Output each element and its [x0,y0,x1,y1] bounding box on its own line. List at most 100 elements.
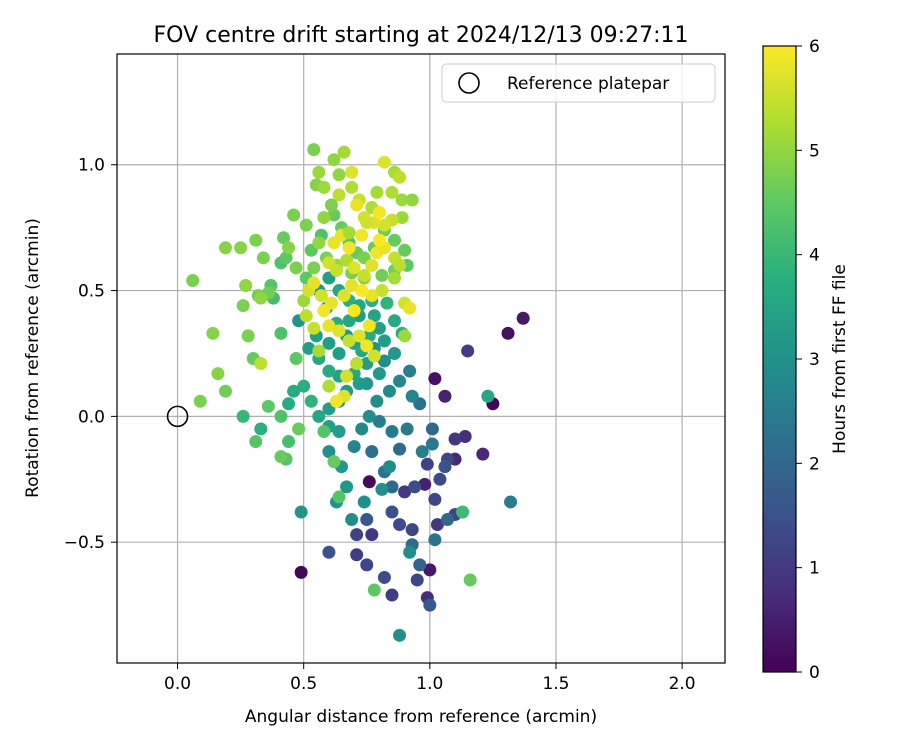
data-point [299,309,313,323]
data-point [327,236,341,250]
data-point [299,218,313,232]
x-tick-label: 0.0 [164,674,191,694]
data-point [423,563,437,577]
data-point [388,271,402,285]
colorbar-tick-label: 4 [809,246,820,266]
data-point [352,329,366,343]
data-point [377,218,391,232]
data-point [360,558,374,572]
data-point [458,430,472,444]
data-point [425,422,439,436]
data-point [357,495,371,509]
data-point [375,482,389,496]
data-point [420,457,434,471]
data-point [274,409,288,423]
data-point [287,384,301,398]
data-point [345,165,359,179]
data-point [370,394,384,408]
data-point [456,505,470,519]
data-point [398,485,412,499]
reference-marker [166,405,189,428]
data-point [307,276,321,290]
data-point [408,480,422,494]
data-point [350,548,364,562]
data-point [345,180,359,194]
x-axis-label: Angular distance from reference (arcmin) [245,707,597,727]
colorbar-gradient [762,45,797,673]
data-point [261,399,275,413]
data-point [302,341,316,355]
data-point [322,545,336,559]
data-point [385,480,399,494]
data-point [372,233,386,247]
data-point [322,364,336,378]
data-point [327,153,341,167]
x-tick-label: 2.0 [669,674,696,694]
data-point [463,573,477,587]
data-point [279,251,293,265]
data-point [393,258,407,272]
data-point [377,334,391,348]
data-point [375,268,389,282]
data-point [337,289,351,303]
colorbar-tick-label: 6 [809,37,820,57]
data-point [332,188,346,202]
data-point [289,261,303,275]
data-point [314,289,328,303]
data-point [282,435,296,449]
data-point [377,354,391,368]
data-point [362,319,376,333]
data-point [186,273,200,287]
chart-title: FOV centre drift starting at 2024/12/13 … [154,23,689,48]
data-point [287,208,301,222]
data-point [423,598,437,612]
y-tick-label: 1.0 [78,156,105,176]
data-point [292,422,306,436]
data-point [413,558,427,572]
data-point [428,372,442,386]
x-tick-label: 0.5 [290,674,317,694]
data-point [350,198,364,212]
y-axis-ticks: −0.5 0.0 0.5 1.0 [64,156,117,553]
data-point [218,384,232,398]
y-axis-label: Rotation from reference (arcmin) [23,218,43,498]
data-point [342,314,356,328]
data-point [428,533,442,547]
data-point [393,628,407,642]
data-point [342,226,356,240]
data-point [418,477,432,491]
data-point [274,450,288,464]
data-point [236,299,250,313]
data-point [410,573,424,587]
data-point [249,233,263,247]
data-point [282,241,296,255]
plot-frame [116,53,726,664]
data-point [297,294,311,308]
data-point [236,409,250,423]
data-point [405,193,419,207]
data-point [377,155,391,169]
data-point [403,301,417,315]
data-point [218,241,232,255]
data-point [317,180,331,194]
data-point [297,379,311,393]
data-point [345,279,359,293]
data-point [385,424,399,438]
data-point [403,364,417,378]
data-point [193,394,207,408]
data-point [322,336,336,350]
data-point [440,513,454,527]
colorbar-tick-label: 2 [809,454,820,474]
data-point [377,570,391,584]
legend: Reference platepar [441,63,716,103]
data-point [254,422,268,436]
data-point [372,367,386,381]
data-point [395,211,409,225]
data-point [342,241,356,255]
data-point [294,505,308,519]
data-point [362,475,376,489]
data-point [327,208,341,222]
data-point [365,445,379,459]
data-point [347,440,361,454]
